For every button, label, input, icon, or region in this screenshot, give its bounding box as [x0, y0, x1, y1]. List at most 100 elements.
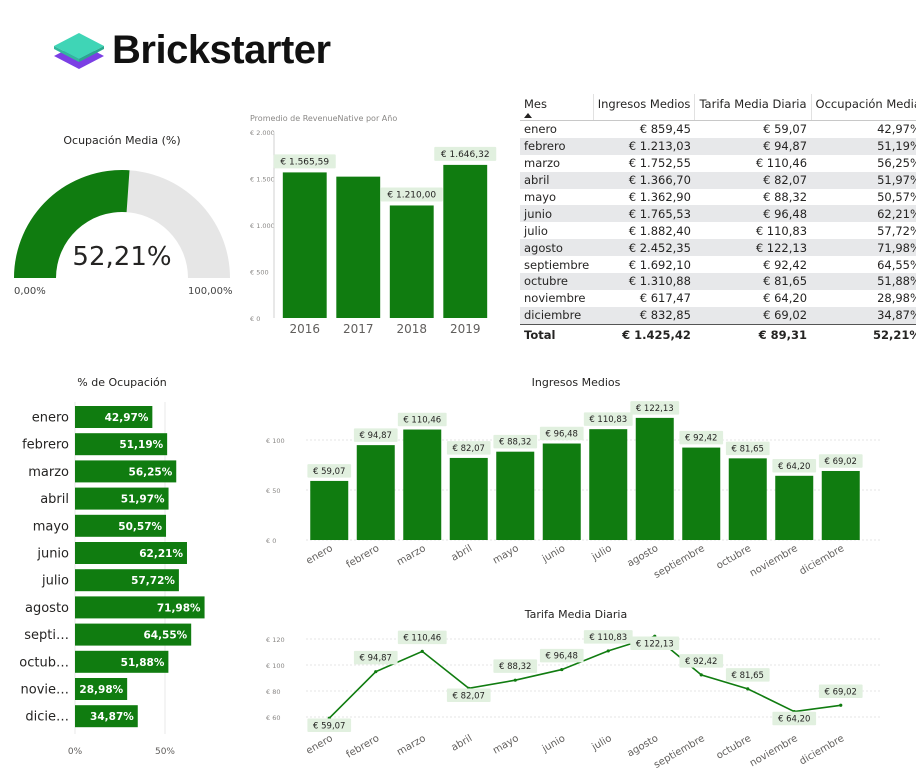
occ-category-label: julio: [41, 574, 69, 589]
ing-xtick-label: junio: [540, 543, 567, 565]
table-row[interactable]: julio € 1.882,40 € 110,83 57,72%: [520, 222, 916, 239]
ing-xtick-label: marzo: [395, 543, 428, 568]
table-cell: septiembre: [524, 257, 590, 272]
ing-data-label: € 81,65: [732, 444, 764, 454]
occ-data-label: 62,21%: [139, 548, 183, 560]
gauge-value: 52,21%: [72, 242, 172, 272]
occ-category-label: abril: [40, 492, 69, 507]
column-header-tarifa-media-diaria[interactable]: Tarifa Media Diaria: [694, 94, 812, 121]
table-cell: octubre: [520, 273, 594, 290]
year-ytick-label: € 1.000: [250, 222, 275, 230]
table-cell: € 64,20: [763, 291, 808, 306]
occ-bar: [75, 487, 169, 510]
ing-xtick-label: octubre: [715, 543, 754, 572]
occ-data-label: 64,55%: [143, 630, 187, 642]
ing-data-label: € 122,13: [636, 404, 674, 414]
ing-xtick-label: noviembre: [748, 543, 800, 579]
year-data-label: € 1.210,00: [387, 191, 436, 201]
ing-bar: [635, 417, 674, 540]
occ-bar: [75, 514, 167, 537]
year-bar: [336, 176, 381, 318]
revenue-by-year-title: Promedio de RevenueNative por Año: [250, 114, 398, 123]
revenue-by-year-chart[interactable]: Promedio de RevenueNative por Año € 0 € 5…: [246, 110, 498, 342]
ing-xtick-label: diciembre: [798, 543, 847, 577]
column-header-mes[interactable]: Mes: [520, 94, 594, 121]
ing-data-label-bg: [397, 412, 447, 427]
tar-data-label-bg: [539, 648, 584, 663]
tar-data-label: € 64,20: [778, 715, 810, 725]
ing-bar: [775, 475, 814, 540]
table-cell: mayo: [524, 190, 557, 204]
layers-logo-icon: [54, 33, 104, 69]
occ-bar: [75, 406, 153, 428]
table-cell: € 69,02: [694, 306, 812, 325]
occupancy-by-month-chart[interactable]: % de Ocupación 0% 50% enero 42,97% febrero 51…: [0, 372, 244, 772]
tar-point: [513, 678, 517, 682]
ingresos-medios-chart[interactable]: Ingresos Medios € 0 € 50 € 100 € 59,07 enero…: [252, 372, 892, 584]
ing-data-label-bg: [493, 434, 538, 449]
table-cell: noviembre: [524, 291, 586, 306]
tar-data-label: € 69,02: [825, 687, 857, 697]
gauge-max-label: 100,00%: [188, 286, 233, 297]
monthly-summary-table[interactable]: Mes Ingresos Medios Tarifa Media Diaria …: [520, 94, 916, 346]
tar-data-label-bg: [307, 718, 352, 732]
ing-xtick-label: abril: [450, 543, 475, 564]
ing-ytick-label: € 100: [266, 437, 285, 445]
occ-data-label: 51,19%: [119, 439, 163, 451]
tar-data-label: € 94,87: [360, 654, 392, 664]
table-row[interactable]: noviembre € 617,47 € 64,20 28,98%: [520, 290, 916, 307]
ing-data-label-bg: [772, 459, 817, 473]
ing-data-label: € 59,07: [313, 467, 345, 477]
tar-ytick-label: € 120: [266, 636, 285, 644]
table-cell: 57,72%: [877, 223, 916, 238]
tar-xtick-label: septiembre: [652, 733, 707, 771]
tarifa-media-diaria-chart[interactable]: Tarifa Media Diaria € 60 € 80 € 100 € 120 € …: [252, 604, 892, 774]
year-xtick-label: 2016: [289, 322, 320, 336]
table-row[interactable]: marzo € 1.752,55 € 110,46 56,25%: [520, 155, 916, 172]
occ-bar: [75, 569, 179, 592]
sort-ascending-icon[interactable]: [524, 113, 532, 118]
column-header-ingresos-medios[interactable]: Ingresos Medios: [593, 94, 696, 121]
occ-bar: [75, 705, 138, 728]
ing-data-label: € 82,07: [453, 444, 485, 454]
occ-data-label: 51,88%: [121, 657, 165, 669]
occ-bar: [75, 542, 187, 564]
occ-category-label: agosto: [25, 601, 69, 616]
table-cell: 42,97%: [877, 122, 916, 137]
table-row[interactable]: enero € 859,45 € 59,07 42,97%: [520, 121, 916, 138]
year-data-label-bg: [434, 146, 497, 161]
table-total-cell: € 1.425,42: [593, 323, 695, 345]
table-cell: 62,21%: [811, 205, 916, 223]
occ-bar: [75, 460, 177, 483]
ing-data-label-bg: [446, 441, 491, 455]
table-cell: € 81,65: [694, 273, 812, 290]
occ-data-label: 42,97%: [105, 412, 149, 424]
tar-data-label: € 110,83: [589, 633, 627, 643]
occ-category-label: septi…: [24, 628, 69, 643]
ing-bar: [589, 429, 628, 540]
tar-data-label: € 59,07: [313, 721, 345, 731]
ing-data-label-bg: [818, 454, 863, 468]
ing-bar: [542, 443, 581, 540]
table-row[interactable]: septiembre € 1.692,10 € 92,42 64,55%: [520, 256, 916, 273]
tar-xtick-label: febrero: [345, 733, 382, 761]
tar-point: [560, 667, 564, 672]
table-cell: 64,55%: [877, 257, 916, 272]
tar-data-label-bg: [725, 668, 770, 682]
year-ytick-label: € 500: [250, 269, 269, 277]
tar-xtick-label: marzo: [395, 733, 428, 758]
column-header-ocupacion-media[interactable]: Occupación Media: [811, 94, 916, 121]
occ-category-label: dicie…: [25, 710, 69, 725]
table-cell: marzo: [524, 156, 561, 171]
tar-data-label: € 92,42: [685, 657, 717, 667]
table-row[interactable]: mayo € 1.362,90 € 88,32 50,57%: [520, 189, 916, 206]
gauge-visual[interactable]: Ocupación Media (%) 52,21% 0,00% 100,00%: [0, 126, 244, 316]
table-cell: € 110,46: [755, 156, 808, 171]
